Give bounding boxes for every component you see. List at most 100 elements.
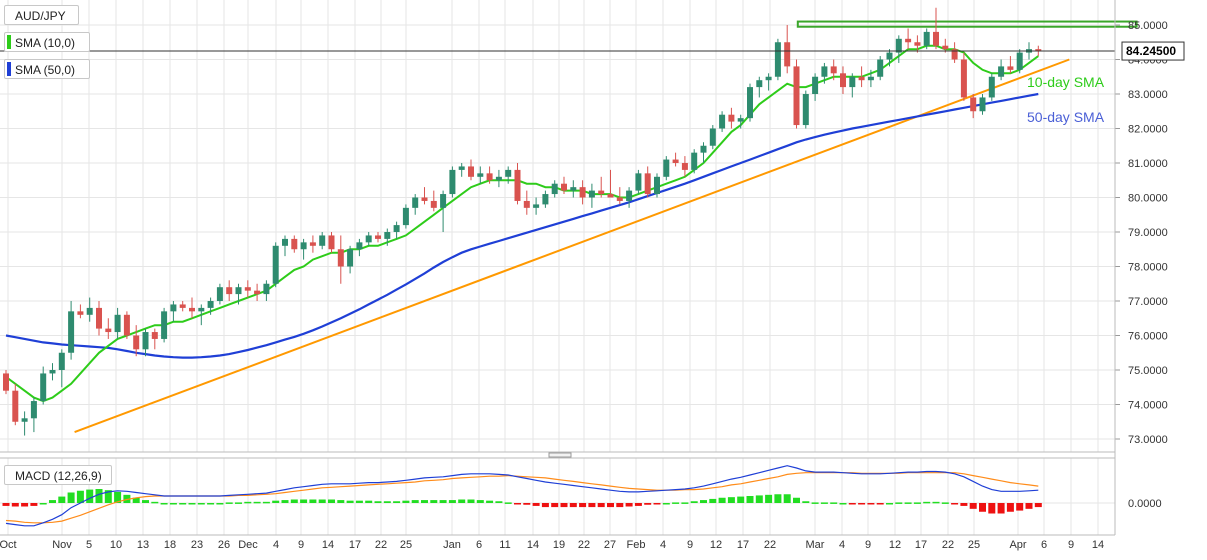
macd-hist-bar xyxy=(616,503,624,508)
x-tick-label: 13 xyxy=(137,539,149,551)
macd-hist-bar xyxy=(132,497,140,503)
macd-hist-bar xyxy=(421,500,428,503)
candle-body xyxy=(282,238,288,246)
y-tick-label: 85.0000 xyxy=(1128,20,1168,32)
macd-hist-bar xyxy=(300,499,308,503)
legend-sma-slow: SMA (50,0) xyxy=(4,59,90,79)
candle-body xyxy=(207,301,214,308)
macd-hist-bar xyxy=(495,501,503,503)
macd-hist-bar xyxy=(541,503,549,508)
macd-hist-bar xyxy=(328,499,335,503)
x-tick-label: 23 xyxy=(191,539,203,551)
macd-hist-bar xyxy=(904,502,912,504)
macd-hist-bar xyxy=(179,503,187,505)
candle-body xyxy=(3,373,9,391)
last-price-badge xyxy=(1121,41,1185,61)
candle-body xyxy=(970,97,977,112)
candle-body xyxy=(161,311,168,339)
legend-macd: MACD (12,26,9) xyxy=(4,465,112,485)
macd-hist-bar xyxy=(318,499,326,503)
macd-hist-bar xyxy=(365,500,373,503)
last-price-label: 84.24500 xyxy=(1126,44,1176,58)
macd-layer xyxy=(2,465,1042,527)
candle-body xyxy=(672,159,679,163)
x-tick-label: 9 xyxy=(865,539,871,551)
macd-hist-bar xyxy=(262,501,270,504)
macd-hist-bar xyxy=(755,495,763,503)
macd-hist-bar xyxy=(625,503,633,507)
candle-body xyxy=(561,183,567,191)
candle-body xyxy=(700,145,707,153)
candle-body xyxy=(347,249,354,267)
macd-hist-bar xyxy=(1025,503,1033,509)
x-tick-label: Feb xyxy=(627,539,646,551)
macd-hist-bar xyxy=(997,503,1005,514)
sma-50-line xyxy=(5,92,1039,359)
candle-body xyxy=(654,176,660,195)
candle-body xyxy=(226,287,233,295)
candle-body xyxy=(663,159,670,177)
candle-body xyxy=(542,194,549,205)
macd-hist-bar xyxy=(895,502,903,504)
candle-body xyxy=(505,169,512,177)
macd-hist-bar xyxy=(430,500,438,503)
y-tick-label: 75.0000 xyxy=(1128,365,1168,377)
candle-body xyxy=(765,76,772,81)
axis-layer: 73.0000 74.0000 75.0000 76.0000 77.0000 78.00… xyxy=(0,0,1185,551)
candle-body xyxy=(337,249,344,267)
macd-hist-bar xyxy=(765,494,773,503)
macd-hist-bar xyxy=(830,502,838,504)
candle-body xyxy=(607,194,614,198)
candle-body xyxy=(514,169,521,201)
macd-hist-bar xyxy=(867,503,875,505)
macd-hist-bar xyxy=(579,503,587,508)
x-tick-label: 25 xyxy=(400,539,412,551)
candle-body xyxy=(840,73,846,88)
candle-body xyxy=(784,42,791,67)
x-tick-label: 19 xyxy=(553,539,565,551)
macd-hist-bar xyxy=(207,503,215,505)
macd-hist-bar xyxy=(253,501,261,504)
candle-body xyxy=(709,128,716,146)
macd-hist-bar xyxy=(244,501,252,504)
macd-hist-bar xyxy=(913,502,921,504)
macd-hist-bar xyxy=(272,500,280,503)
macd-hist-bar xyxy=(858,503,866,505)
candle-body xyxy=(30,401,37,419)
macd-hist-bar xyxy=(848,503,856,505)
candle-body xyxy=(189,307,195,312)
candle-body xyxy=(551,183,558,195)
candle-body xyxy=(579,187,586,198)
macd-hist-bar xyxy=(727,497,735,503)
candle-body xyxy=(523,200,530,208)
candle-body xyxy=(86,307,93,315)
candle-body xyxy=(365,235,372,243)
macd-hist-bar xyxy=(188,503,196,505)
candle-body xyxy=(923,31,930,46)
annotation-50-day-sma: 50-day SMA xyxy=(1027,109,1105,125)
symbol-title: AUD/JPY xyxy=(15,9,66,23)
macd-hist-bar xyxy=(458,499,466,503)
candle-body xyxy=(830,66,837,74)
macd-hist-bar xyxy=(988,503,996,514)
macd-hist-bar xyxy=(1034,503,1042,508)
macd-hist-bar xyxy=(653,503,661,505)
candle-body xyxy=(105,328,112,333)
x-tick-label: 17 xyxy=(349,539,361,551)
macd-hist-bar xyxy=(951,503,959,505)
macd-hist-bar xyxy=(588,503,596,508)
macd-hist-bar xyxy=(597,503,605,508)
candle-body xyxy=(486,173,493,181)
x-tick-label: 6 xyxy=(476,539,482,551)
candle-body xyxy=(375,235,381,239)
x-tick-label: 11 xyxy=(499,539,510,551)
candle-body xyxy=(440,194,447,208)
candle-body xyxy=(719,114,726,129)
candle-body xyxy=(644,173,651,195)
y-tick-label: 81.0000 xyxy=(1128,158,1168,170)
candle-body xyxy=(123,314,130,336)
macd-hist-bar xyxy=(197,503,205,505)
macd-hist-bar xyxy=(393,501,401,503)
candle-body xyxy=(216,287,223,301)
candle-body xyxy=(979,97,986,112)
